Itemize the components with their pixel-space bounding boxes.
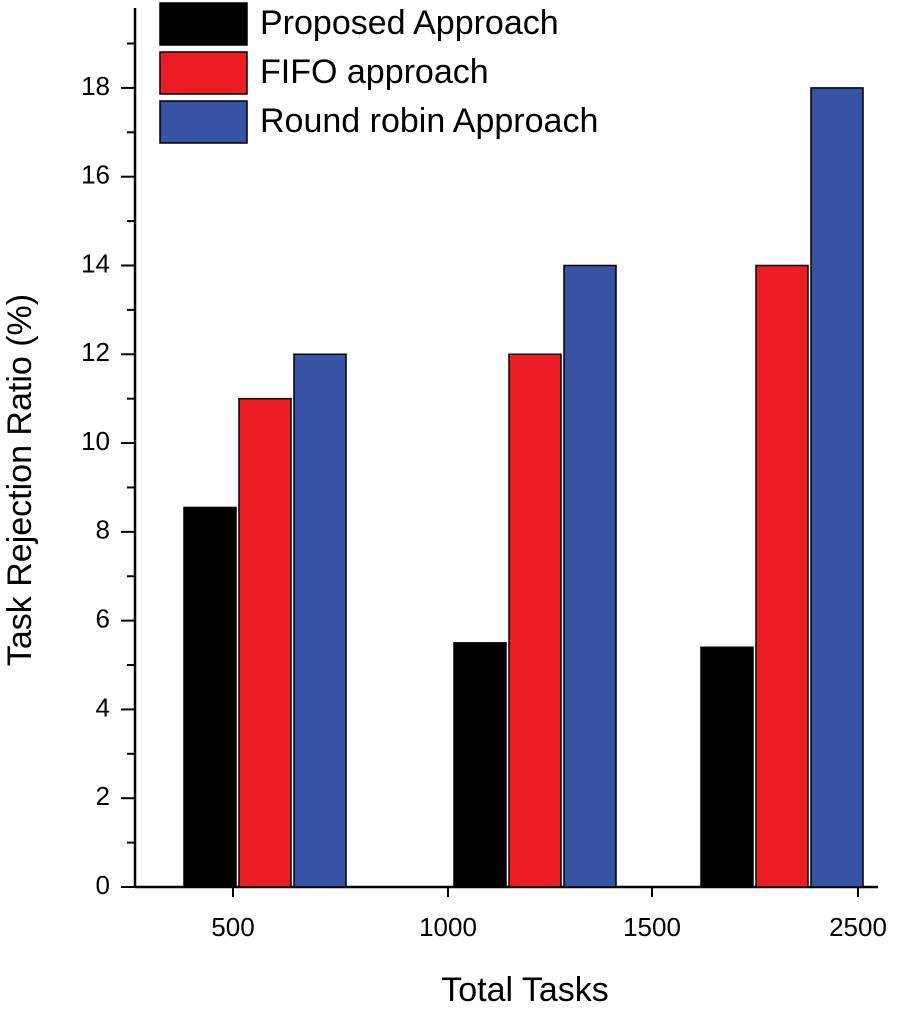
bar — [183, 506, 237, 888]
x-tick-label: 1500 — [623, 912, 681, 942]
x-tick-label: 2500 — [829, 912, 887, 942]
legend-label: Round robin Approach — [260, 102, 598, 140]
legend-swatch — [159, 51, 248, 95]
y-tick-label: 14 — [81, 248, 110, 278]
y-tick-label: 2 — [96, 781, 110, 811]
legend-swatch — [159, 100, 248, 144]
y-tick-label: 10 — [81, 426, 110, 456]
y-tick-label: 12 — [81, 337, 110, 367]
legend-label: FIFO approach — [260, 53, 489, 91]
bar — [810, 87, 864, 888]
x-tick-label: 1000 — [419, 912, 477, 942]
y-tick-label: 0 — [96, 870, 110, 900]
bar — [293, 353, 347, 888]
bar — [238, 397, 292, 888]
x-tick-label: 500 — [211, 912, 254, 942]
y-tick-label: 16 — [81, 160, 110, 190]
y-axis-title: Task Rejection Ratio (%) — [1, 294, 39, 666]
y-tick-label: 8 — [96, 515, 110, 545]
y-tick-label: 4 — [96, 692, 110, 722]
x-axis-title: Total Tasks — [441, 971, 609, 1009]
bar — [755, 264, 809, 888]
y-tick-label: 18 — [81, 71, 110, 101]
legend-label: Proposed Approach — [260, 4, 559, 42]
bar — [453, 642, 507, 888]
bar — [700, 646, 754, 888]
legend-swatch — [159, 2, 248, 46]
bar — [508, 353, 562, 888]
bar — [563, 264, 617, 888]
y-tick-label: 6 — [96, 604, 110, 634]
